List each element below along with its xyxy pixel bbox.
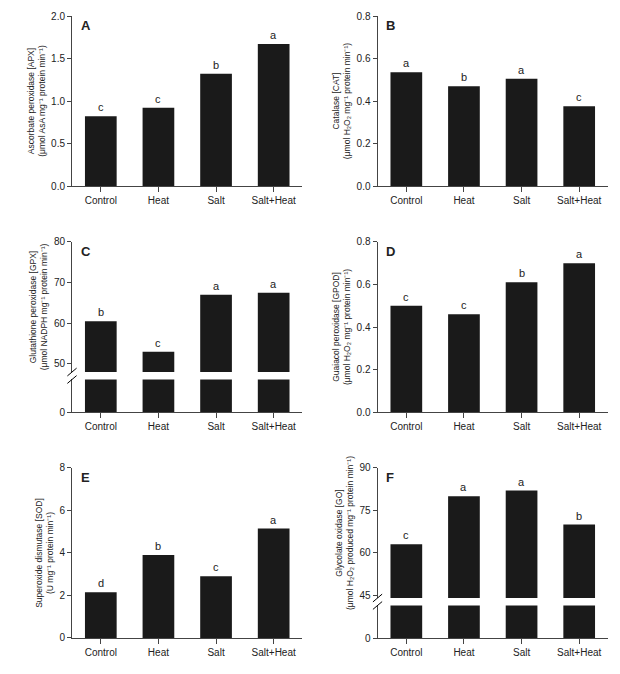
svg-text:90: 90 (359, 462, 371, 473)
svg-text:Salt+Heat: Salt+Heat (252, 647, 296, 658)
svg-text:a: a (460, 481, 467, 493)
svg-text:Salt: Salt (513, 195, 530, 206)
svg-text:D: D (386, 244, 395, 259)
svg-text:c: c (576, 91, 582, 103)
svg-text:Glutathione peroxidase [GPX](μ: Glutathione peroxidase [GPX](μmol NADPH … (28, 244, 49, 371)
svg-text:4: 4 (59, 547, 65, 558)
svg-text:c: c (155, 337, 161, 349)
svg-text:Heat: Heat (453, 647, 474, 658)
svg-text:Salt+Heat: Salt+Heat (557, 195, 601, 206)
svg-text:c: c (155, 93, 161, 105)
svg-text:75: 75 (359, 505, 371, 516)
svg-text:80: 80 (54, 236, 66, 247)
svg-text:0: 0 (59, 407, 65, 418)
svg-text:1.5: 1.5 (51, 53, 65, 64)
svg-text:a: a (270, 514, 277, 526)
svg-text:Heat: Heat (453, 195, 474, 206)
svg-text:b: b (576, 510, 582, 522)
svg-text:Heat: Heat (453, 421, 474, 432)
svg-text:45: 45 (359, 590, 371, 601)
svg-text:Control: Control (390, 647, 422, 658)
svg-text:c: c (213, 561, 219, 573)
svg-text:F: F (386, 470, 394, 485)
svg-text:Salt: Salt (513, 647, 530, 658)
svg-text:c: c (98, 101, 104, 113)
svg-text:2: 2 (59, 590, 65, 601)
svg-text:Salt: Salt (207, 421, 224, 432)
svg-text:2.0: 2.0 (51, 11, 65, 22)
svg-text:0.0: 0.0 (51, 181, 65, 192)
svg-text:0: 0 (365, 633, 371, 644)
svg-text:50: 50 (54, 358, 66, 369)
svg-text:6: 6 (59, 505, 65, 516)
svg-text:Ascorbate peroxidase [APX](μmo: Ascorbate peroxidase [APX](μmol AsA mg⁻¹… (26, 45, 47, 157)
svg-text:b: b (519, 267, 525, 279)
svg-text:c: c (403, 529, 409, 541)
svg-text:0.2: 0.2 (357, 364, 371, 375)
svg-text:Control: Control (390, 195, 422, 206)
svg-text:a: a (518, 476, 525, 488)
svg-text:0.5: 0.5 (51, 138, 65, 149)
svg-text:0.0: 0.0 (357, 181, 371, 192)
svg-text:Heat: Heat (148, 195, 169, 206)
svg-text:Superoxide dismutase [SOD](U m: Superoxide dismutase [SOD](U mg⁻¹ protei… (34, 498, 55, 608)
svg-text:0.8: 0.8 (357, 11, 371, 22)
svg-text:Salt: Salt (513, 421, 530, 432)
svg-text:1.0: 1.0 (51, 96, 65, 107)
svg-text:Glycolate oxidase [GO](μmol H₂: Glycolate oxidase [GO](μmol H₂O₂ produce… (334, 456, 355, 610)
svg-text:0.2: 0.2 (357, 138, 371, 149)
svg-text:C: C (81, 244, 91, 259)
svg-text:d: d (98, 577, 104, 589)
svg-text:a: a (576, 248, 583, 260)
svg-text:0.0: 0.0 (357, 407, 371, 418)
svg-text:0.6: 0.6 (357, 53, 371, 64)
svg-text:Control: Control (85, 421, 117, 432)
svg-text:b: b (461, 71, 467, 83)
svg-text:70: 70 (54, 277, 66, 288)
svg-text:0.4: 0.4 (357, 322, 371, 333)
svg-text:0.4: 0.4 (357, 96, 371, 107)
svg-text:Salt+Heat: Salt+Heat (252, 421, 296, 432)
svg-text:Heat: Heat (148, 647, 169, 658)
svg-text:b: b (213, 59, 219, 71)
svg-text:60: 60 (54, 318, 66, 329)
svg-text:Salt+Heat: Salt+Heat (557, 647, 601, 658)
svg-text:E: E (81, 470, 90, 485)
svg-text:c: c (461, 299, 467, 311)
svg-text:b: b (98, 306, 104, 318)
svg-text:Catalase [CAT](μmol H₂O₂ mg⁻¹: Catalase [CAT](μmol H₂O₂ mg⁻¹ protein mi… (331, 43, 352, 159)
svg-text:Salt+Heat: Salt+Heat (252, 195, 296, 206)
svg-text:B: B (386, 18, 395, 33)
svg-text:Salt+Heat: Salt+Heat (557, 421, 601, 432)
svg-text:Heat: Heat (148, 421, 169, 432)
svg-text:b: b (155, 540, 161, 552)
svg-text:a: a (213, 280, 220, 292)
svg-text:Salt: Salt (207, 195, 224, 206)
svg-text:a: a (403, 57, 410, 69)
svg-text:Control: Control (85, 647, 117, 658)
svg-text:Control: Control (390, 421, 422, 432)
svg-text:a: a (270, 278, 277, 290)
svg-text:c: c (403, 291, 409, 303)
svg-text:60: 60 (359, 547, 371, 558)
svg-text:a: a (518, 64, 525, 76)
svg-text:Salt: Salt (207, 647, 224, 658)
svg-text:a: a (270, 29, 277, 41)
svg-text:Control: Control (85, 195, 117, 206)
svg-text:Guaiacol peroxidase [GPOD](μmo: Guaiacol peroxidase [GPOD](μmol H₂O₂ mg⁻… (331, 269, 352, 385)
svg-text:A: A (81, 18, 91, 33)
svg-text:0: 0 (59, 632, 65, 643)
svg-text:0.8: 0.8 (357, 236, 371, 247)
svg-text:0.6: 0.6 (357, 279, 371, 290)
svg-text:8: 8 (59, 462, 65, 473)
